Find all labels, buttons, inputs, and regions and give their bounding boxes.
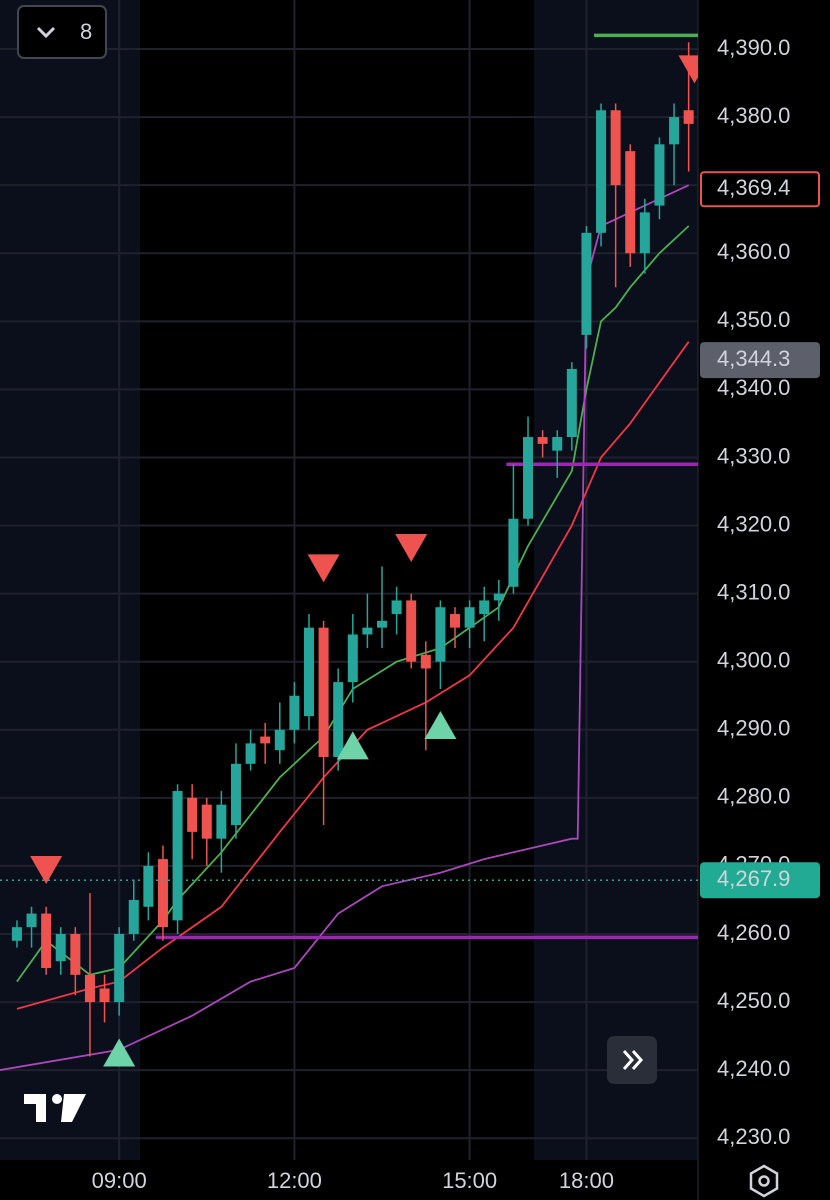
candle-body [318, 627, 329, 757]
x-tick-label: 09:00 [92, 1168, 147, 1193]
buy-signal [424, 711, 457, 739]
y-tick-label: 4,240.0 [717, 1056, 790, 1081]
plot [0, 0, 698, 1160]
y-tick-label: 4,310.0 [717, 579, 790, 604]
candle-body [420, 654, 431, 669]
settings-button[interactable] [749, 1164, 779, 1198]
candle-body [114, 933, 125, 1003]
indicator-line [16, 341, 690, 1010]
tv-logo [24, 1094, 86, 1122]
candle-body [406, 600, 417, 662]
y-tick-label: 4,320.0 [717, 511, 790, 536]
candle-body [128, 899, 139, 934]
candle-body [377, 620, 388, 628]
y-tick-label: 4,340.0 [717, 375, 790, 400]
candle-body [143, 865, 154, 907]
price-label: 4,344.3 [717, 346, 790, 371]
x-tick-label: 12:00 [267, 1168, 322, 1193]
candle-body [289, 695, 300, 730]
candle-body [187, 797, 198, 832]
candle-body [493, 593, 504, 601]
candle-body [669, 117, 680, 145]
candle-body [201, 804, 212, 839]
y-tick-label: 4,350.0 [717, 307, 790, 332]
candle-body [683, 110, 694, 124]
y-tick-label: 4,360.0 [717, 239, 790, 264]
candle-body [245, 743, 256, 764]
candle-body [303, 627, 314, 717]
candle-body [435, 607, 446, 662]
candle-body [157, 859, 168, 928]
candle-body [84, 974, 95, 1003]
price-label-box [700, 171, 820, 208]
candle-body [537, 437, 548, 444]
sell-signal [678, 55, 698, 84]
sell-signal [30, 856, 63, 884]
candle-body [55, 933, 66, 962]
sell-signal [395, 534, 428, 563]
indicator-count: 8 [80, 19, 92, 44]
toolbar-button[interactable]: 8 [17, 5, 107, 59]
x-tick-label: 15:00 [442, 1168, 497, 1193]
candle-body [639, 212, 650, 254]
candle-body [260, 736, 271, 744]
candle-body [581, 232, 592, 335]
candle-body [274, 729, 285, 751]
candle-body [552, 437, 563, 451]
y-tick-label: 4,380.0 [717, 103, 790, 128]
candle-body [625, 151, 636, 254]
candle-body [523, 437, 534, 519]
y-tick-label: 4,390.0 [717, 35, 790, 60]
candle-body [333, 682, 344, 757]
candle-body [596, 110, 607, 233]
candle-body [230, 763, 241, 826]
candle-body [70, 933, 81, 975]
candle-body [479, 600, 490, 615]
candle-body [172, 791, 183, 921]
price-label-box [700, 862, 820, 899]
candle-body [450, 614, 461, 628]
candle-body [464, 607, 475, 628]
candle-body [99, 988, 110, 1003]
candle-body [566, 368, 577, 438]
scroll-button[interactable] [607, 1036, 657, 1084]
candle-body [26, 913, 37, 928]
y-tick-label: 4,260.0 [717, 920, 790, 945]
y-tick-label: 4,300.0 [717, 648, 790, 673]
candle-body [610, 110, 621, 186]
candle-body [391, 600, 402, 615]
y-tick-label: 4,280.0 [717, 784, 790, 809]
candle-body [654, 144, 665, 206]
candle-body [216, 804, 227, 839]
y-tick-label: 4,290.0 [717, 716, 790, 741]
candle-body [362, 627, 373, 635]
y-tick-label: 4,250.0 [717, 988, 790, 1013]
candle-body [347, 634, 358, 683]
sell-signal [307, 554, 340, 583]
candle-body [11, 927, 22, 941]
price-label-box [700, 342, 820, 379]
price-label: 4,267.9 [717, 866, 790, 891]
y-tick-label: 4,230.0 [717, 1124, 790, 1149]
indicator-line [16, 225, 690, 983]
buy-signal [336, 731, 369, 760]
candle-body [508, 518, 519, 587]
y-tick-label: 4,330.0 [717, 443, 790, 468]
x-tick-label: 18:00 [559, 1168, 614, 1193]
candle-body [41, 913, 52, 969]
buy-signal [103, 1038, 136, 1067]
price-label: 4,369.4 [717, 175, 790, 200]
